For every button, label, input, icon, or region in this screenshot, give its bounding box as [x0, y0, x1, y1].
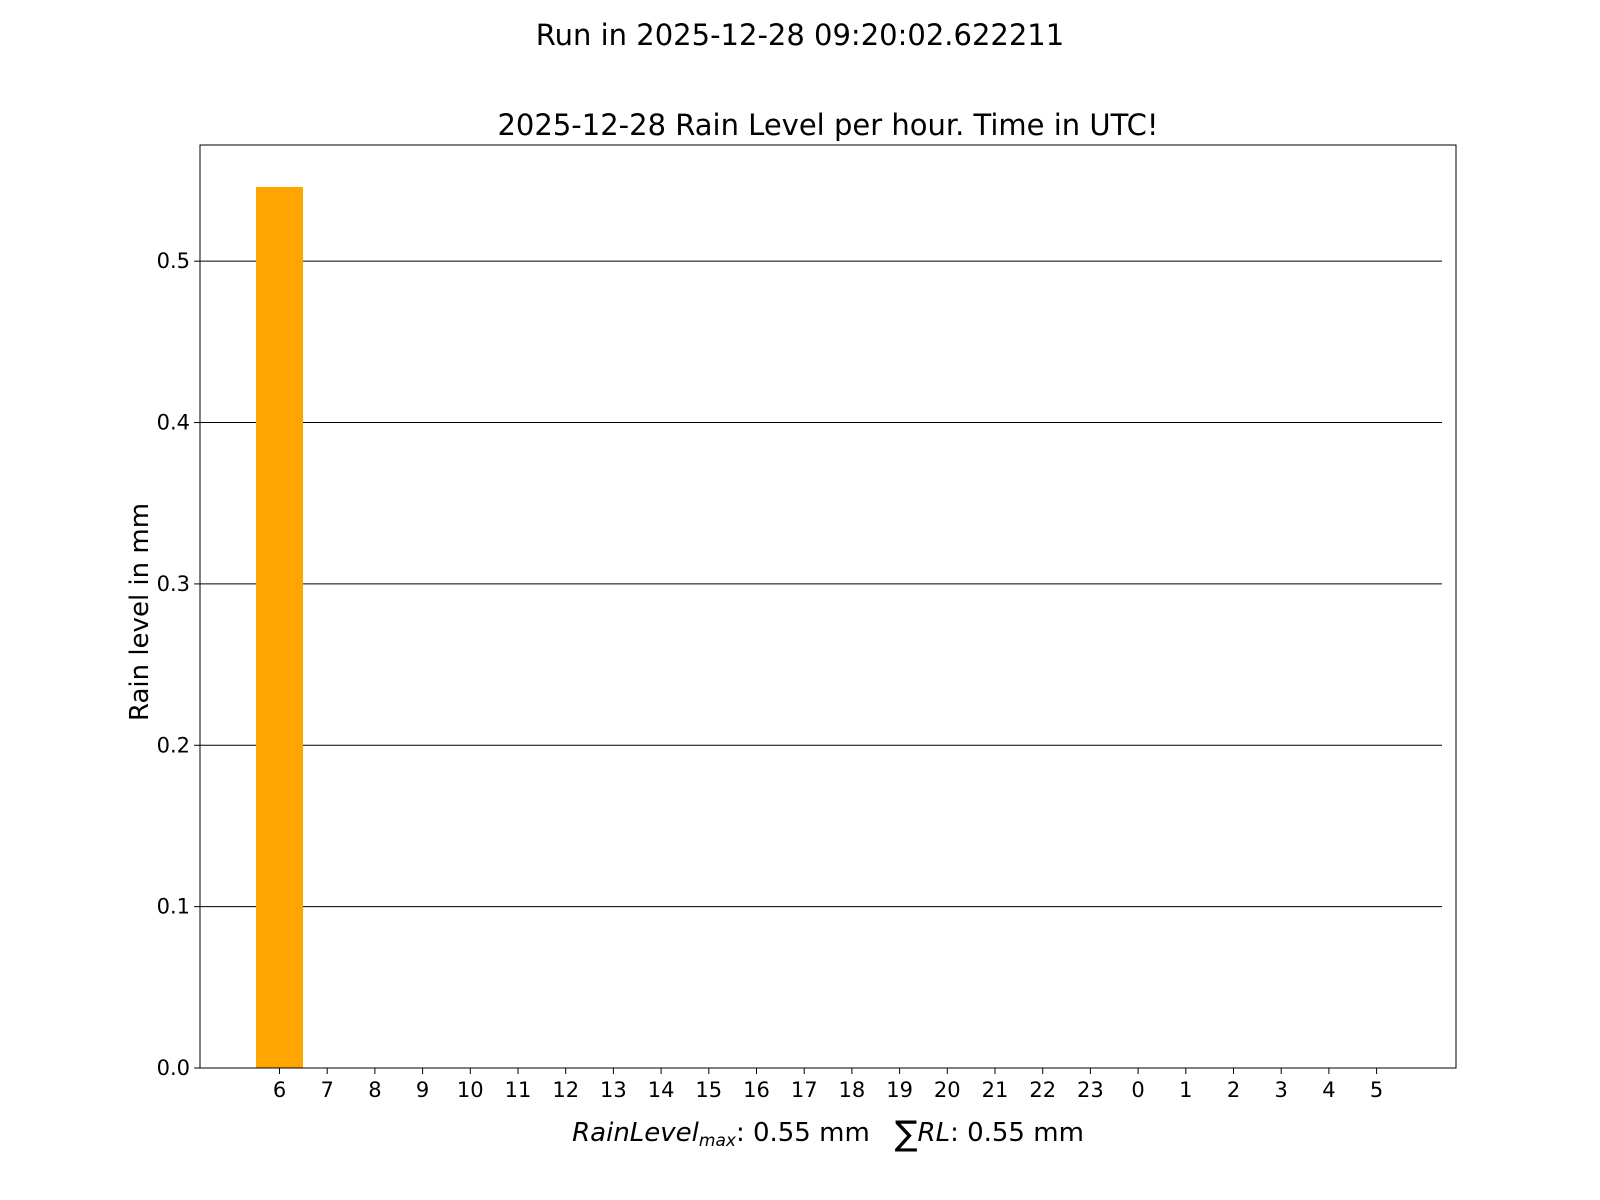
x-tick-label: 22 — [1029, 1078, 1056, 1102]
x-tick-label: 9 — [416, 1078, 429, 1102]
x-tick-label: 18 — [839, 1078, 866, 1102]
run-title: Run in 2025-12-28 09:20:02.622211 — [535, 18, 1065, 52]
max-label: RainLevel — [572, 1118, 699, 1148]
chart-title: 2025-12-28 Rain Level per hour. Time in … — [497, 108, 1159, 142]
x-tick-label: 19 — [886, 1078, 913, 1102]
sum-value: : 0.55 mm — [950, 1118, 1084, 1148]
x-axis-label: RainLevelmax: 0.55 mm ∑RL: 0.55 mm — [0, 1114, 1600, 1154]
sum-label: RL — [917, 1118, 951, 1148]
x-tick-label: 8 — [368, 1078, 381, 1102]
x-tick-label: 10 — [457, 1078, 484, 1102]
x-tick-label: 14 — [648, 1078, 675, 1102]
x-tick-label: 0 — [1131, 1078, 1144, 1102]
sum-symbol: ∑ — [894, 1114, 918, 1154]
y-tick-label: 0.2 — [157, 733, 190, 757]
x-tick-label: 20 — [934, 1078, 961, 1102]
x-tick-label: 13 — [600, 1078, 627, 1102]
x-tick-label: 2 — [1227, 1078, 1240, 1102]
max-value: : 0.55 mm — [735, 1118, 870, 1148]
x-tick-label: 21 — [982, 1078, 1009, 1102]
x-tick-label: 16 — [743, 1078, 770, 1102]
x-tick-label: 6 — [273, 1078, 286, 1102]
max-sub: max — [698, 1131, 736, 1151]
y-tick-label: 0.4 — [157, 411, 190, 435]
x-tick-label: 11 — [505, 1078, 532, 1102]
x-tick-label: 15 — [695, 1078, 722, 1102]
x-tick-label: 17 — [791, 1078, 818, 1102]
x-tick-label: 23 — [1077, 1078, 1104, 1102]
x-tick-label: 3 — [1275, 1078, 1288, 1102]
y-tick-label: 0.3 — [157, 572, 190, 596]
x-tick-label: 12 — [552, 1078, 579, 1102]
x-tick-label: 1 — [1179, 1078, 1192, 1102]
plot-frame — [199, 144, 1457, 1069]
y-tick-label: 0.0 — [157, 1056, 190, 1080]
bar-6 — [256, 186, 303, 1069]
x-tick-label: 5 — [1370, 1078, 1383, 1102]
x-tick-label: 7 — [321, 1078, 334, 1102]
y-tick-label: 0.5 — [157, 249, 190, 273]
y-tick-label: 0.1 — [157, 895, 190, 919]
x-tick-label: 4 — [1322, 1078, 1335, 1102]
